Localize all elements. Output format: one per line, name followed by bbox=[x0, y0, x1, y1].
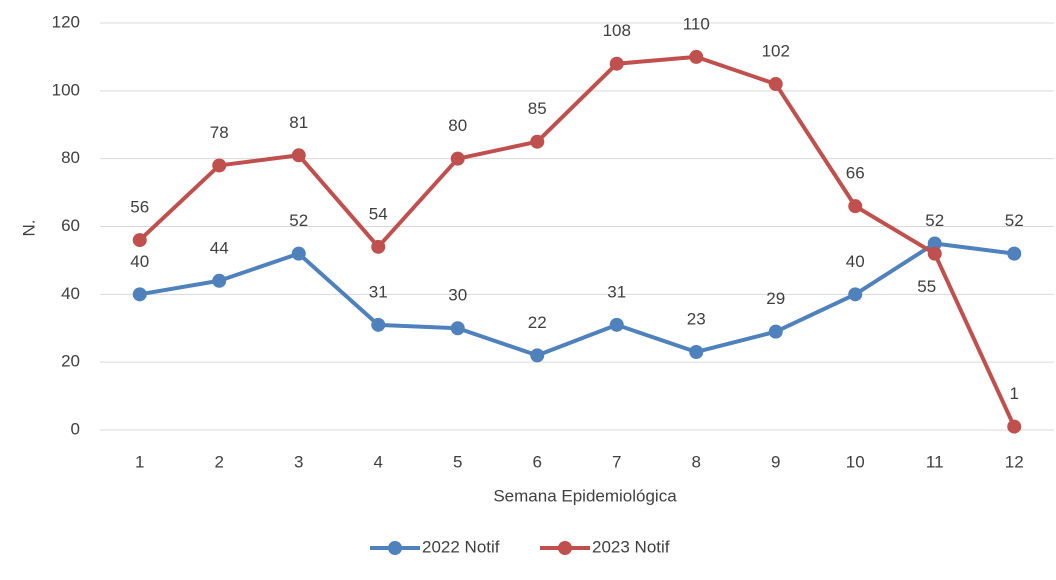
legend-marker bbox=[388, 541, 402, 555]
data-label: 54 bbox=[369, 204, 388, 223]
data-label: 110 bbox=[683, 14, 710, 33]
data-point bbox=[132, 233, 147, 248]
x-tick-label: 7 bbox=[612, 452, 621, 471]
series-line bbox=[138, 54, 1017, 428]
legend-label: 2022 Notif bbox=[422, 537, 500, 556]
legend-marker bbox=[558, 541, 572, 555]
x-tick-label: 4 bbox=[374, 452, 383, 471]
data-label: 44 bbox=[210, 238, 229, 257]
data-label: 52 bbox=[289, 211, 308, 230]
y-tick-label: 40 bbox=[61, 284, 80, 303]
data-label: 78 bbox=[210, 123, 229, 142]
data-label: 66 bbox=[846, 164, 865, 183]
data-label: 1 bbox=[1010, 384, 1019, 403]
data-label: 29 bbox=[766, 289, 785, 308]
data-point bbox=[1007, 419, 1022, 434]
x-tick-label: 10 bbox=[846, 452, 865, 471]
data-label: 102 bbox=[762, 42, 790, 61]
data-point bbox=[609, 317, 624, 332]
x-tick-label: 1 bbox=[135, 452, 144, 471]
data-label: 31 bbox=[369, 282, 388, 301]
y-tick-label: 80 bbox=[61, 148, 80, 167]
data-point bbox=[1007, 246, 1022, 261]
data-point bbox=[450, 151, 465, 166]
x-tick-label: 12 bbox=[1005, 452, 1024, 471]
data-point bbox=[927, 246, 942, 261]
data-point bbox=[530, 348, 545, 363]
x-tick-label: 2 bbox=[215, 452, 224, 471]
data-point bbox=[371, 239, 386, 254]
data-label: 55 bbox=[917, 277, 936, 296]
data-point bbox=[371, 317, 386, 332]
data-point bbox=[927, 236, 942, 251]
data-label: 52 bbox=[1005, 211, 1024, 230]
y-tick-label: 60 bbox=[61, 216, 80, 235]
x-tick-label: 8 bbox=[692, 452, 701, 471]
data-label: 23 bbox=[687, 309, 706, 328]
data-label: 40 bbox=[846, 252, 865, 271]
data-label: 31 bbox=[607, 282, 626, 301]
data-point bbox=[848, 287, 863, 302]
data-label: 22 bbox=[528, 313, 547, 332]
data-point bbox=[689, 344, 704, 359]
data-label: 56 bbox=[130, 198, 149, 217]
data-point bbox=[212, 273, 227, 288]
x-tick-label: 5 bbox=[453, 452, 462, 471]
data-point bbox=[132, 287, 147, 302]
data-point bbox=[450, 321, 465, 336]
data-point bbox=[212, 158, 227, 173]
x-axis-title: Semana Epidemiológica bbox=[493, 486, 677, 505]
data-label: 81 bbox=[289, 113, 308, 132]
series-line bbox=[139, 241, 1015, 358]
y-tick-label: 20 bbox=[61, 352, 80, 371]
x-tick-label: 3 bbox=[294, 452, 303, 471]
data-point bbox=[689, 49, 704, 64]
data-label: 30 bbox=[448, 286, 467, 305]
legend-label: 2023 Notif bbox=[592, 537, 670, 556]
data-point bbox=[768, 77, 783, 92]
data-point bbox=[291, 246, 306, 261]
y-tick-label: 100 bbox=[52, 80, 80, 99]
x-tick-label: 6 bbox=[533, 452, 542, 471]
data-point bbox=[291, 148, 306, 163]
y-tick-label: 120 bbox=[52, 12, 80, 31]
data-label: 80 bbox=[448, 116, 467, 135]
y-tick-label: 0 bbox=[71, 419, 80, 438]
x-tick-label: 11 bbox=[926, 452, 944, 471]
data-point bbox=[768, 324, 783, 339]
data-label: 108 bbox=[603, 21, 631, 40]
data-label: 52 bbox=[925, 211, 944, 230]
x-tick-label: 9 bbox=[771, 452, 780, 471]
data-label: 40 bbox=[130, 252, 149, 271]
y-axis-title: N. bbox=[19, 220, 38, 237]
data-point bbox=[530, 134, 545, 149]
data-point bbox=[848, 199, 863, 214]
data-point bbox=[609, 56, 624, 71]
data-label: 85 bbox=[528, 99, 547, 118]
